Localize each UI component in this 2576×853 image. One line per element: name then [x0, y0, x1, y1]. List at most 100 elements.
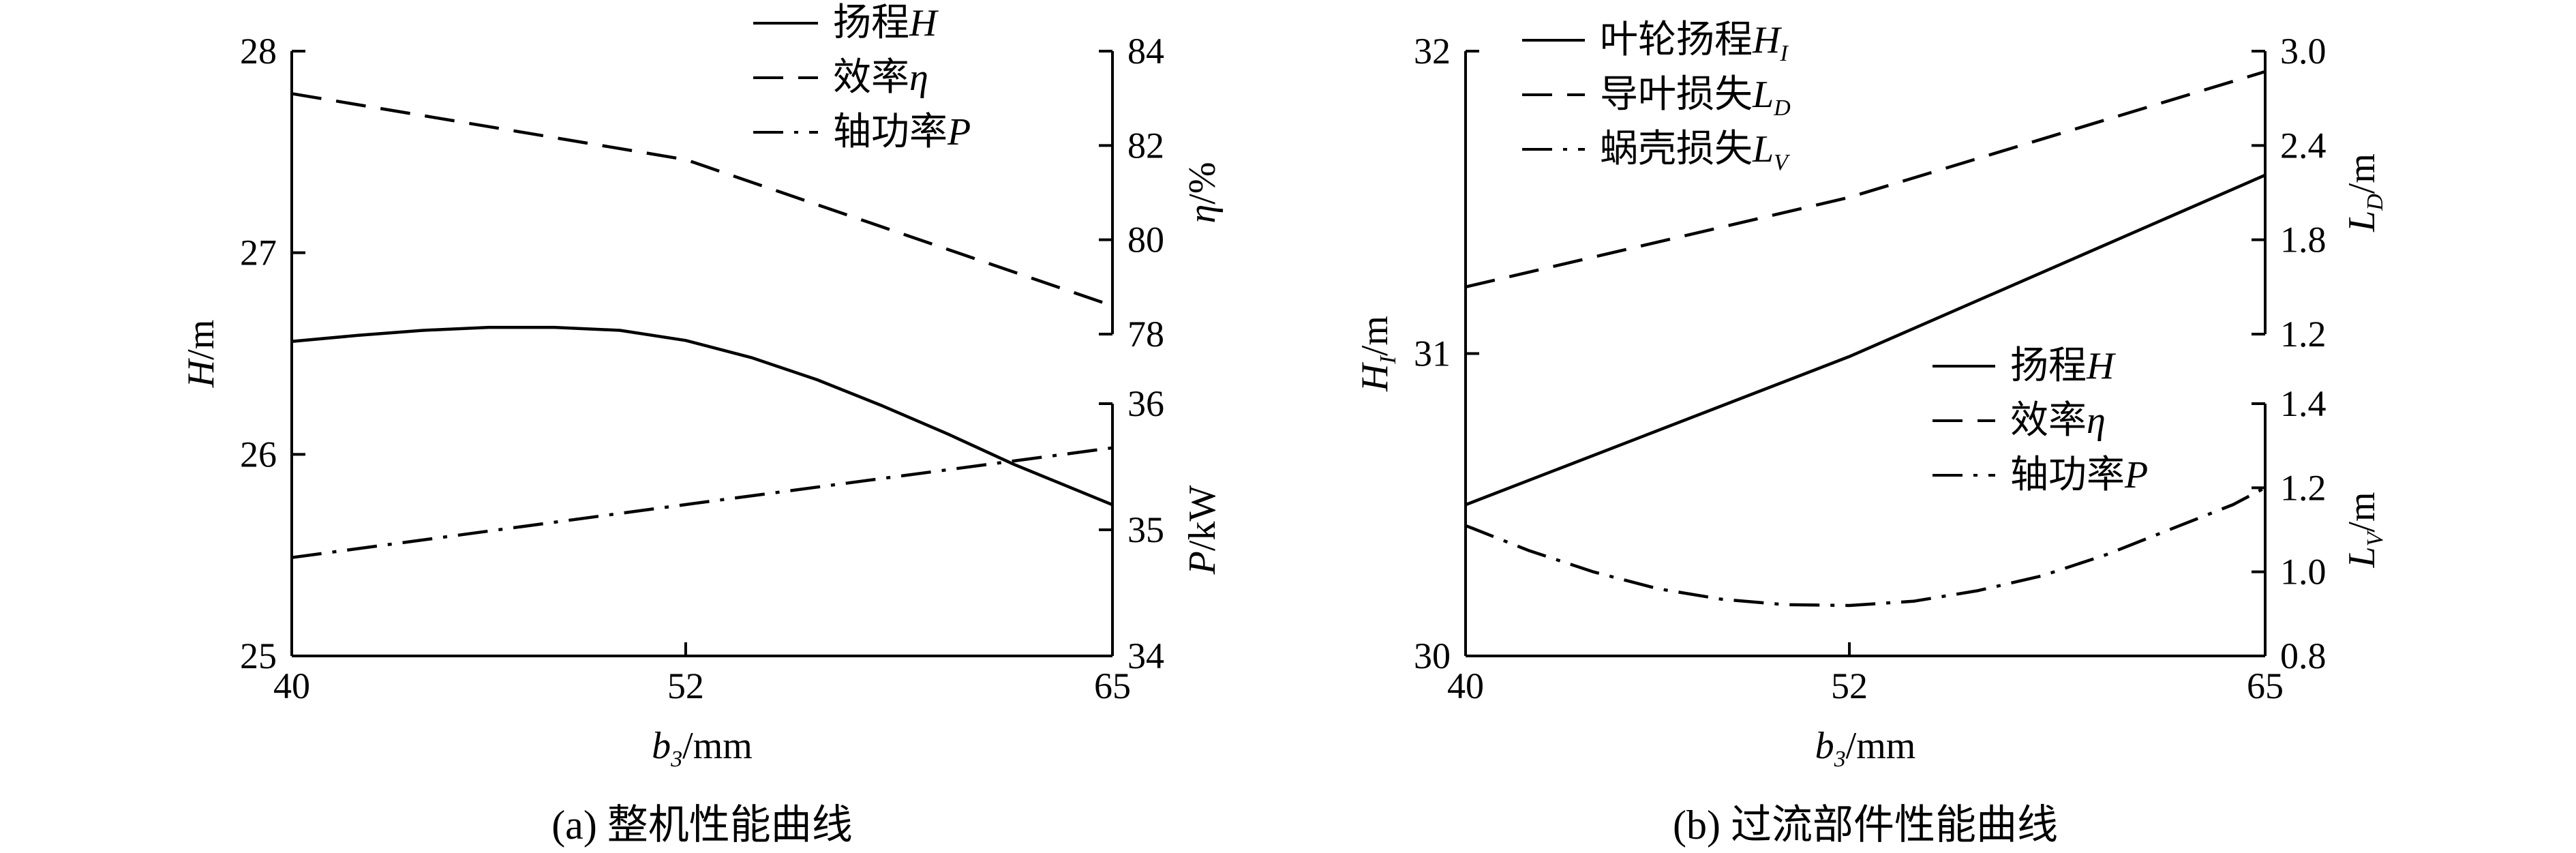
- lv-axis-label: LV/m: [2341, 492, 2388, 568]
- ld-tick-label: 3.0: [2280, 31, 2327, 72]
- axis-label-unit: /mm: [682, 725, 753, 767]
- legend-label-name: 蜗壳损失: [1600, 128, 1753, 170]
- legend-label-symbol: P: [2124, 454, 2148, 496]
- legend-label: 蜗壳损失LV: [1600, 128, 1791, 175]
- eta-tick-label: 84: [1127, 31, 1164, 72]
- legend-label-symbol: H: [1752, 19, 1782, 61]
- legend-label: 扬程H: [2010, 345, 2116, 387]
- eta-tick-label: 80: [1127, 220, 1164, 260]
- series-line-solid: [1465, 173, 2266, 507]
- axis-label-unit: /m: [180, 320, 222, 360]
- legend-label-symbol: L: [1752, 74, 1774, 116]
- legend-label-name: 轴功率: [2010, 454, 2125, 496]
- left-tick-label: 27: [240, 233, 277, 273]
- left-tick-label: 30: [1414, 635, 1451, 676]
- ld-tick-label: 1.8: [2280, 220, 2327, 260]
- axis-label-unit: /%: [1181, 162, 1224, 205]
- x-tick-label: 40: [273, 665, 310, 706]
- legend-item: 轴功率P: [753, 111, 971, 153]
- axis-label-unit: /mm: [1846, 725, 1916, 767]
- left-tick-label: 32: [1414, 31, 1451, 72]
- axis-label-subscript: 3: [670, 747, 682, 772]
- x-tick-label: 40: [1447, 665, 1484, 706]
- legend-label: 轴功率P: [2010, 454, 2148, 496]
- legend-bottom-item: 效率η: [1933, 400, 2106, 442]
- axis-label-subscript: 3: [1834, 747, 1846, 772]
- lv-tick-label: 1.0: [2280, 552, 2327, 593]
- series-line-dashed: [291, 92, 1113, 308]
- legend-label-symbol: η: [2087, 400, 2106, 442]
- axis-label-symbol: H: [180, 358, 222, 388]
- legend-label-symbol: η: [909, 57, 928, 99]
- axis-label-symbol: H: [1354, 362, 1396, 392]
- legend-label-name: 效率: [833, 57, 909, 99]
- axis-label-unit: /m: [1354, 316, 1396, 356]
- power-axis-label: P/kW: [1181, 485, 1224, 575]
- axis-label-unit: /kW: [1181, 485, 1224, 552]
- legend-label-name: 效率: [2010, 400, 2087, 442]
- legend-label-symbol: L: [1752, 128, 1774, 170]
- left-tick-label: 28: [240, 31, 277, 72]
- x-axis-label: b3/mm: [652, 725, 753, 772]
- left-tick-label: 25: [240, 635, 277, 676]
- power-tick-label: 34: [1127, 635, 1164, 676]
- legend-label-name: 导叶损失: [1600, 74, 1753, 116]
- legend-label: 叶轮扬程HI: [1600, 19, 1789, 66]
- eta-tick-label: 78: [1127, 314, 1164, 355]
- left-tick-label: 26: [240, 434, 277, 475]
- legend-label: 轴功率P: [833, 111, 971, 153]
- legend-label-subscript: V: [1774, 150, 1791, 175]
- ld-tick-label: 1.2: [2280, 314, 2327, 355]
- x-tick-label: 52: [1831, 665, 1868, 706]
- legend-label-symbol: H: [2086, 345, 2116, 387]
- legend-bottom-item: 轴功率P: [1933, 454, 2148, 496]
- legend-label: 效率η: [2010, 400, 2106, 442]
- legend-label: 效率η: [833, 57, 928, 99]
- axis-label-subscript: I: [1376, 355, 1401, 365]
- lv-tick-label: 1.4: [2280, 383, 2327, 424]
- legend-item: 扬程H: [753, 2, 939, 44]
- series-line-dashdot: [1465, 486, 2267, 608]
- axis-label-symbol: P: [1181, 551, 1224, 575]
- legend-bottom-item: 扬程H: [1933, 345, 2116, 387]
- axis-label-unit: /m: [2341, 153, 2383, 194]
- legend-label: 扬程H: [833, 2, 939, 44]
- series-line-solid: [291, 325, 1113, 507]
- legend-top-item: 导叶损失LD: [1522, 74, 1791, 121]
- legend-label: 导叶损失LD: [1600, 74, 1791, 121]
- series-line-dashdot: [291, 446, 1113, 559]
- left-axis-label: HI/m: [1354, 316, 1401, 392]
- eta-tick-label: 82: [1127, 125, 1164, 166]
- x-tick-label: 65: [2247, 665, 2284, 706]
- legend-label-subscript: I: [1779, 41, 1789, 66]
- ld-tick-label: 2.4: [2280, 125, 2327, 166]
- power-tick-label: 35: [1127, 509, 1164, 550]
- ld-axis-label: LD/m: [2341, 153, 2388, 233]
- axis-label-symbol: L: [2341, 546, 2383, 568]
- legend-item: 效率η: [753, 57, 928, 99]
- left-tick-label: 31: [1414, 333, 1451, 374]
- legend-label-name: 扬程: [833, 2, 909, 44]
- eta-axis-label: η/%: [1181, 162, 1224, 224]
- legend-top-item: 蜗壳损失LV: [1522, 128, 1791, 175]
- axis-label-symbol: η: [1181, 205, 1224, 224]
- legend-label-name: 轴功率: [833, 111, 948, 153]
- legend-label-symbol: P: [947, 111, 971, 153]
- lv-tick-label: 0.8: [2280, 635, 2327, 676]
- caption-a: (a) 整机性能曲线: [551, 803, 853, 848]
- lv-tick-label: 1.2: [2280, 467, 2327, 508]
- left-axis-label: H/m: [180, 320, 222, 389]
- legend-label-name: 叶轮扬程: [1600, 19, 1753, 61]
- x-tick-label: 65: [1094, 665, 1131, 706]
- legend-top-item: 叶轮扬程HI: [1522, 19, 1789, 66]
- power-tick-label: 36: [1127, 383, 1164, 424]
- legend-label-name: 扬程: [2010, 345, 2087, 387]
- legend-label-symbol: H: [909, 2, 939, 44]
- axis-label-symbol: b: [652, 725, 671, 767]
- x-tick-label: 52: [667, 665, 704, 706]
- series-line-dashed: [1465, 70, 2266, 288]
- axis-label-symbol: L: [2341, 211, 2383, 233]
